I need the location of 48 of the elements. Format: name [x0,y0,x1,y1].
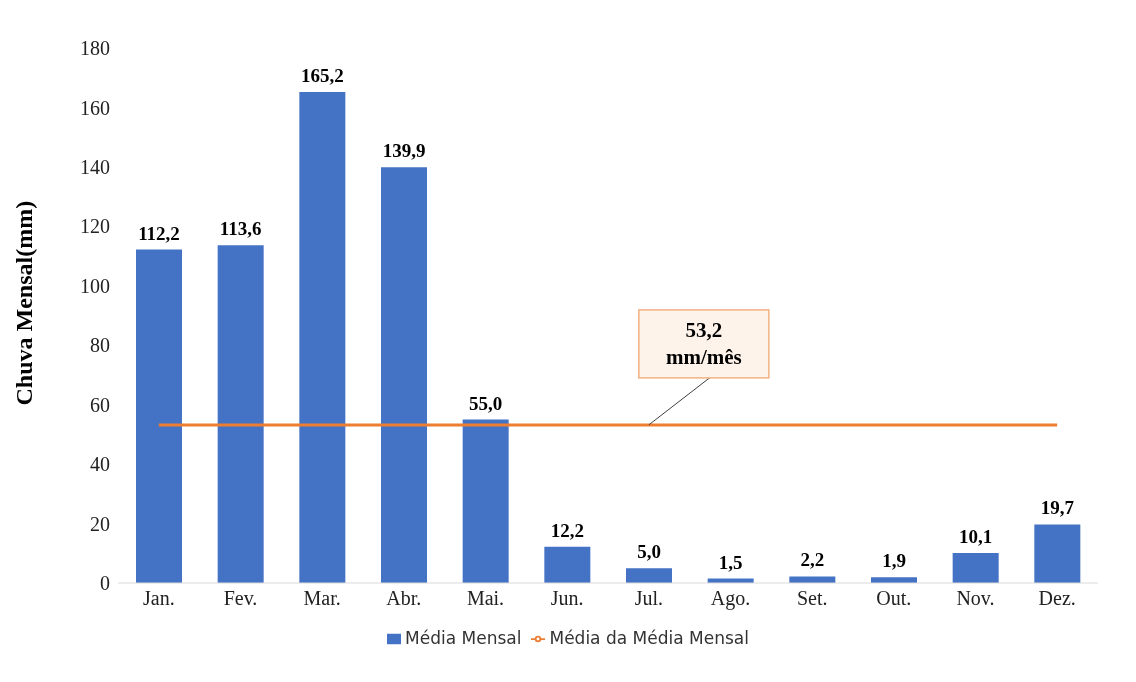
data-label: 112,2 [138,222,180,244]
bar [1034,524,1081,583]
bar [626,568,672,583]
y-tick-label: 140 [80,155,110,178]
data-label: 10,1 [959,525,993,547]
bar [299,91,346,583]
data-label: 12,2 [550,519,584,541]
y-tick-label: 180 [80,37,110,60]
legend-label: Média Mensal [405,628,522,648]
x-tick-label: Mai. [466,587,505,610]
y-tick-label: 60 [90,393,110,416]
data-label: 113,6 [219,218,262,240]
legend-label: Média da Média Mensal [549,628,749,648]
bar [217,245,264,583]
bar [462,419,509,583]
data-label: 19,7 [1040,497,1075,519]
annotation: 53,2 mm/mês [665,317,742,369]
data-label: 139,9 [382,140,426,162]
x-tick-label: Fev. [223,587,258,610]
bar [952,552,999,583]
x-tick-label: Ago. [710,587,751,611]
y-tick-label: 100 [80,274,110,297]
y-tick-label: 0 [100,572,110,595]
data-label: 165,2 [300,64,344,86]
bar [789,576,836,583]
x-tick-label: Mar. [303,587,341,610]
x-tick-label: Jun. [550,587,584,610]
x-tick-label: Nov. [956,587,995,610]
x-tick-label: Out. [876,587,912,610]
x-tick-label: Set. [796,587,828,610]
x-tick-label: Jul. [634,587,664,610]
x-tick-label: Dez. [1038,587,1076,610]
y-tick-label: 80 [90,334,110,357]
y-axis-title: Chuva Mensal(mm) [10,200,37,406]
y-tick-label: 120 [80,215,110,238]
bar [136,249,182,583]
data-label: 2,2 [800,549,825,571]
data-label: 1,5 [718,551,743,573]
data-label: 1,9 [882,550,906,572]
x-tick-label: Jan. [143,587,175,610]
data-label: 55,0 [469,392,503,414]
bar [381,167,427,583]
y-tick-label: 40 [90,453,110,476]
bar [544,546,591,583]
y-tick-label: 20 [90,512,110,535]
data-label: 5,0 [637,541,661,563]
y-tick-label: 160 [80,96,110,119]
x-tick-label: Abr. [386,587,422,610]
